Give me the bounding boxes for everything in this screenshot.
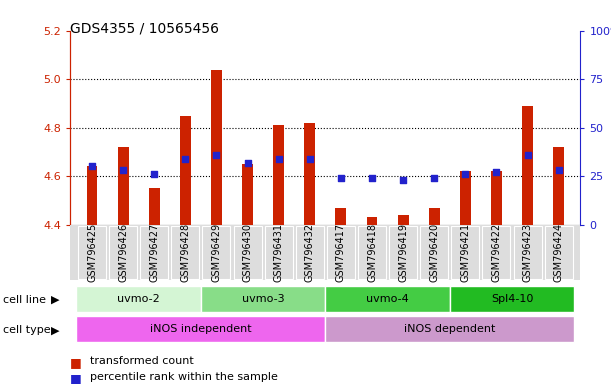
Text: cell line: cell line	[3, 295, 46, 305]
FancyBboxPatch shape	[389, 226, 417, 279]
Text: iNOS dependent: iNOS dependent	[404, 324, 496, 334]
Bar	[522, 106, 533, 225]
FancyBboxPatch shape	[76, 286, 201, 311]
Text: GSM796423: GSM796423	[522, 223, 533, 282]
Point	[87, 164, 97, 170]
Point	[211, 152, 221, 158]
FancyBboxPatch shape	[109, 226, 137, 279]
Bar	[273, 125, 284, 225]
FancyBboxPatch shape	[201, 286, 326, 311]
Point	[492, 169, 502, 175]
Text: GDS4355 / 10565456: GDS4355 / 10565456	[70, 21, 219, 35]
FancyBboxPatch shape	[450, 286, 574, 311]
FancyBboxPatch shape	[326, 316, 574, 342]
Point	[149, 171, 159, 177]
FancyBboxPatch shape	[141, 226, 168, 279]
Text: cell type: cell type	[3, 325, 51, 335]
Text: transformed count: transformed count	[90, 356, 194, 366]
Bar	[118, 147, 128, 225]
Bar	[87, 167, 98, 225]
Text: ■: ■	[70, 356, 82, 369]
Text: ▶: ▶	[51, 295, 59, 305]
Bar	[367, 217, 378, 225]
FancyBboxPatch shape	[78, 226, 106, 279]
Text: GSM796429: GSM796429	[211, 223, 221, 282]
Point	[180, 156, 190, 162]
Point	[336, 175, 346, 181]
FancyBboxPatch shape	[452, 226, 480, 279]
Text: uvmo-3: uvmo-3	[242, 293, 285, 304]
Bar	[491, 171, 502, 225]
Text: GSM796426: GSM796426	[118, 223, 128, 282]
Bar	[335, 208, 346, 225]
FancyBboxPatch shape	[483, 226, 510, 279]
Text: uvmo-4: uvmo-4	[366, 293, 409, 304]
Text: uvmo-2: uvmo-2	[117, 293, 160, 304]
Text: GSM796420: GSM796420	[430, 223, 439, 282]
FancyBboxPatch shape	[265, 226, 293, 279]
Text: GSM796418: GSM796418	[367, 223, 377, 282]
Point	[430, 175, 439, 181]
FancyBboxPatch shape	[171, 226, 199, 279]
Text: GSM796419: GSM796419	[398, 223, 408, 282]
Text: GSM796424: GSM796424	[554, 223, 564, 282]
Point	[461, 171, 470, 177]
Bar	[398, 215, 409, 225]
Text: ■: ■	[70, 372, 82, 384]
Text: GSM796428: GSM796428	[180, 223, 191, 282]
Text: GSM796422: GSM796422	[491, 223, 502, 282]
Bar	[211, 70, 222, 225]
Point	[522, 152, 532, 158]
Bar	[553, 147, 564, 225]
Bar	[242, 164, 253, 225]
Point	[398, 177, 408, 183]
Bar	[180, 116, 191, 225]
FancyBboxPatch shape	[202, 226, 230, 279]
Text: GSM796421: GSM796421	[460, 223, 470, 282]
Bar	[429, 208, 440, 225]
FancyBboxPatch shape	[296, 226, 324, 279]
Text: GSM796427: GSM796427	[149, 223, 159, 282]
Text: GSM796432: GSM796432	[305, 223, 315, 282]
FancyBboxPatch shape	[326, 286, 450, 311]
FancyBboxPatch shape	[514, 226, 541, 279]
FancyBboxPatch shape	[420, 226, 448, 279]
Text: GSM796431: GSM796431	[274, 223, 284, 282]
FancyBboxPatch shape	[233, 226, 262, 279]
Bar	[304, 123, 315, 225]
Point	[243, 159, 252, 166]
Text: ▶: ▶	[51, 325, 59, 335]
Text: GSM796430: GSM796430	[243, 223, 252, 282]
Bar	[149, 188, 159, 225]
Point	[305, 156, 315, 162]
Text: percentile rank within the sample: percentile rank within the sample	[90, 372, 278, 382]
Text: GSM796417: GSM796417	[336, 223, 346, 282]
Text: GSM796425: GSM796425	[87, 223, 97, 282]
FancyBboxPatch shape	[544, 226, 573, 279]
Text: iNOS independent: iNOS independent	[150, 324, 252, 334]
Bar	[460, 171, 471, 225]
Point	[274, 156, 284, 162]
Point	[367, 175, 377, 181]
Point	[554, 167, 563, 174]
FancyBboxPatch shape	[76, 316, 326, 342]
Text: Spl4-10: Spl4-10	[491, 293, 533, 304]
FancyBboxPatch shape	[358, 226, 386, 279]
Point	[119, 167, 128, 174]
FancyBboxPatch shape	[327, 226, 355, 279]
